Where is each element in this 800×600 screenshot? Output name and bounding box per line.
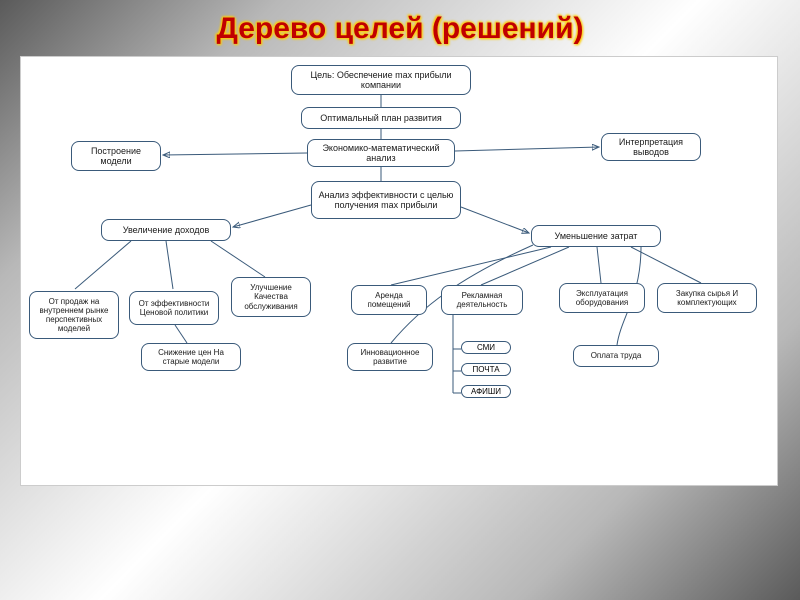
page-title: Дерево целей (решений) xyxy=(0,0,800,54)
node-pricing: От эффективности Ценовой политики xyxy=(129,291,219,325)
node-analysis: Анализ эффективности с целью получения m… xyxy=(311,181,461,219)
node-post: ПОЧТА xyxy=(461,363,511,376)
node-rent: Аренда помещений xyxy=(351,285,427,315)
node-innov: Инновационное развитие xyxy=(347,343,433,371)
node-quality: Улучшение Качества обслуживания xyxy=(231,277,311,317)
node-income: Увеличение доходов xyxy=(101,219,231,241)
node-supply: Закупка сырья И комплектующих xyxy=(657,283,757,313)
node-ads: Рекламная деятельность xyxy=(441,285,523,315)
node-econ: Экономико-математический анализ xyxy=(307,139,455,167)
node-plan: Оптимальный план развития xyxy=(301,107,461,129)
node-smi: СМИ xyxy=(461,341,511,354)
node-poster: АФИШИ xyxy=(461,385,511,398)
node-sales: От продаж на внутреннем рынке перспектив… xyxy=(29,291,119,339)
node-costs: Уменьшение затрат xyxy=(531,225,661,247)
diagram-canvas: Цель: Обеспечение max прибыли компании О… xyxy=(20,56,778,486)
node-equip: Эксплуатация оборудования xyxy=(559,283,645,313)
node-model: Построение модели xyxy=(71,141,161,171)
node-discount: Снижение цен На старые модели xyxy=(141,343,241,371)
node-goal: Цель: Обеспечение max прибыли компании xyxy=(291,65,471,95)
node-interp: Интерпретация выводов xyxy=(601,133,701,161)
node-pay: Оплата труда xyxy=(573,345,659,367)
